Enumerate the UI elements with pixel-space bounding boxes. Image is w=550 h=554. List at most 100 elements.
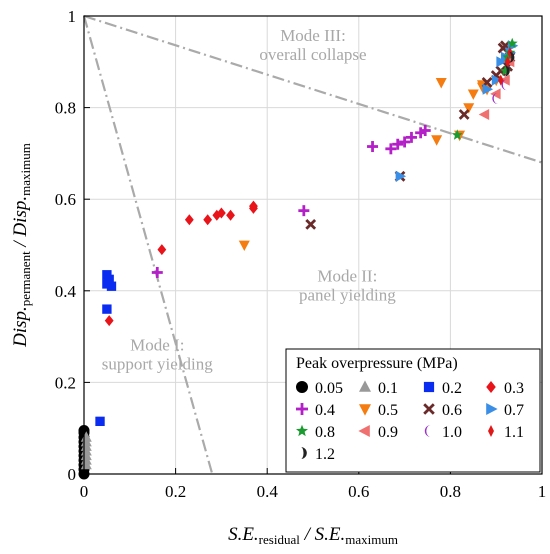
legend-item: 0.05	[296, 380, 343, 397]
y-tick-label: 1	[68, 7, 77, 26]
marker-shape	[508, 51, 515, 63]
legend-label: 0.4	[315, 402, 335, 419]
marker-shape	[504, 65, 510, 77]
legend-title: Peak overpressure (MPa)	[296, 355, 458, 372]
marker-shape	[498, 74, 504, 86]
marker-shape	[359, 380, 371, 392]
marker-shape	[488, 425, 494, 437]
legend-marker	[423, 403, 435, 415]
legend-marker	[486, 381, 496, 393]
marker-shape	[249, 200, 258, 212]
legend-box	[285, 348, 541, 473]
legend-label: 1.1	[504, 424, 524, 441]
data-point	[102, 304, 112, 314]
legend-item: 1.0	[424, 424, 462, 441]
legend-item: 0.7	[486, 402, 524, 419]
x-tick-labels: 0 0.2 0.4 0.6 0.8 1	[80, 482, 547, 501]
plot-frame	[83, 15, 543, 475]
legend-label: 0.7	[504, 402, 524, 419]
x-tick-label: 0	[80, 482, 89, 501]
legend-item: 0.1	[359, 380, 398, 397]
x-tick-label: 0.2	[165, 482, 186, 501]
region-label: Mode II:	[317, 267, 377, 286]
marker-shape	[491, 74, 503, 86]
data-point	[157, 244, 167, 256]
marker-shape	[358, 425, 370, 437]
legend-item: 1.2	[300, 446, 335, 463]
data-point	[367, 141, 379, 153]
data-point	[467, 89, 479, 100]
data-point	[492, 92, 498, 104]
x-tick-label: 0.6	[348, 482, 369, 501]
data-point	[458, 109, 470, 120]
legend-label: 0.05	[315, 380, 343, 397]
data-point	[249, 200, 258, 212]
data-point	[463, 103, 475, 114]
legend-item: 0.5	[359, 402, 398, 419]
data-point	[435, 78, 447, 89]
boundary-line	[82, 15, 214, 475]
x-tick-label: 0.8	[440, 482, 461, 501]
legend-label: 1.0	[442, 424, 462, 441]
marker-shape	[305, 219, 317, 230]
marker-shape	[106, 281, 117, 291]
y-tick-label: 0.2	[55, 373, 76, 392]
marker-shape	[478, 108, 490, 120]
marker-shape	[95, 416, 105, 427]
marker-shape	[157, 244, 167, 256]
legend-items: 0.05 0.1 0.2 0.3 0.4 0.5 0.6 0.7 0.8 0.9 1.0 1.1 1.2	[296, 380, 524, 463]
legend-item: 1.1	[488, 424, 524, 441]
legend: Peak overpressure (MPa) 0.05 0.1 0.2 0.3 0.4…	[285, 348, 541, 473]
legend-marker	[488, 425, 494, 437]
data-point	[184, 214, 194, 226]
legend-marker	[359, 404, 371, 416]
legend-label: 0.6	[442, 402, 462, 419]
marker-shape	[492, 92, 498, 104]
data-point	[501, 79, 508, 91]
data-point	[385, 143, 397, 155]
data-point	[482, 83, 494, 95]
legend-item: 0.3	[486, 380, 524, 397]
marker-shape	[431, 135, 443, 146]
y-tick-label: 0	[68, 465, 77, 484]
mode-boundaries	[82, 14, 543, 475]
marker-shape	[226, 209, 235, 221]
data-point	[217, 207, 226, 219]
marker-shape	[217, 207, 226, 219]
legend-label: 0.3	[504, 380, 524, 397]
legend-label: 0.2	[442, 380, 462, 397]
data-point	[104, 315, 114, 327]
data-point	[151, 266, 163, 278]
x-axis-label: S.E.residual / S.E.maximum	[228, 524, 398, 547]
data-point	[504, 56, 511, 68]
y-tick-label: 0.6	[55, 190, 76, 209]
marker-shape	[463, 103, 475, 114]
marker-shape	[451, 129, 463, 140]
region-label: Mode I:	[130, 335, 184, 354]
legend-marker	[296, 381, 308, 393]
data-point	[504, 65, 510, 77]
boundary-line	[83, 14, 543, 164]
legend-label: 0.8	[315, 424, 335, 441]
data-point	[508, 51, 515, 63]
marker-shape	[423, 381, 435, 393]
data-point	[238, 240, 250, 252]
marker-shape	[238, 240, 250, 252]
y-tick-label: 0.4	[55, 282, 77, 301]
region-label: panel yielding	[299, 286, 396, 305]
data-point	[431, 135, 443, 146]
marker-shape	[482, 83, 494, 95]
legend-item: 0.2	[423, 380, 462, 397]
marker-shape	[486, 381, 496, 393]
y-axis-label: Disp.permanent / Disp.maximum	[10, 143, 33, 348]
marker-shape	[296, 424, 308, 437]
legend-label: 1.2	[315, 446, 335, 463]
y-tick-label: 0.8	[55, 99, 76, 118]
marker-shape	[184, 214, 194, 226]
legend-marker	[424, 425, 431, 437]
marker-shape	[486, 403, 498, 415]
data-point	[491, 74, 503, 86]
data-point	[405, 131, 417, 143]
marker-shape	[203, 214, 213, 226]
